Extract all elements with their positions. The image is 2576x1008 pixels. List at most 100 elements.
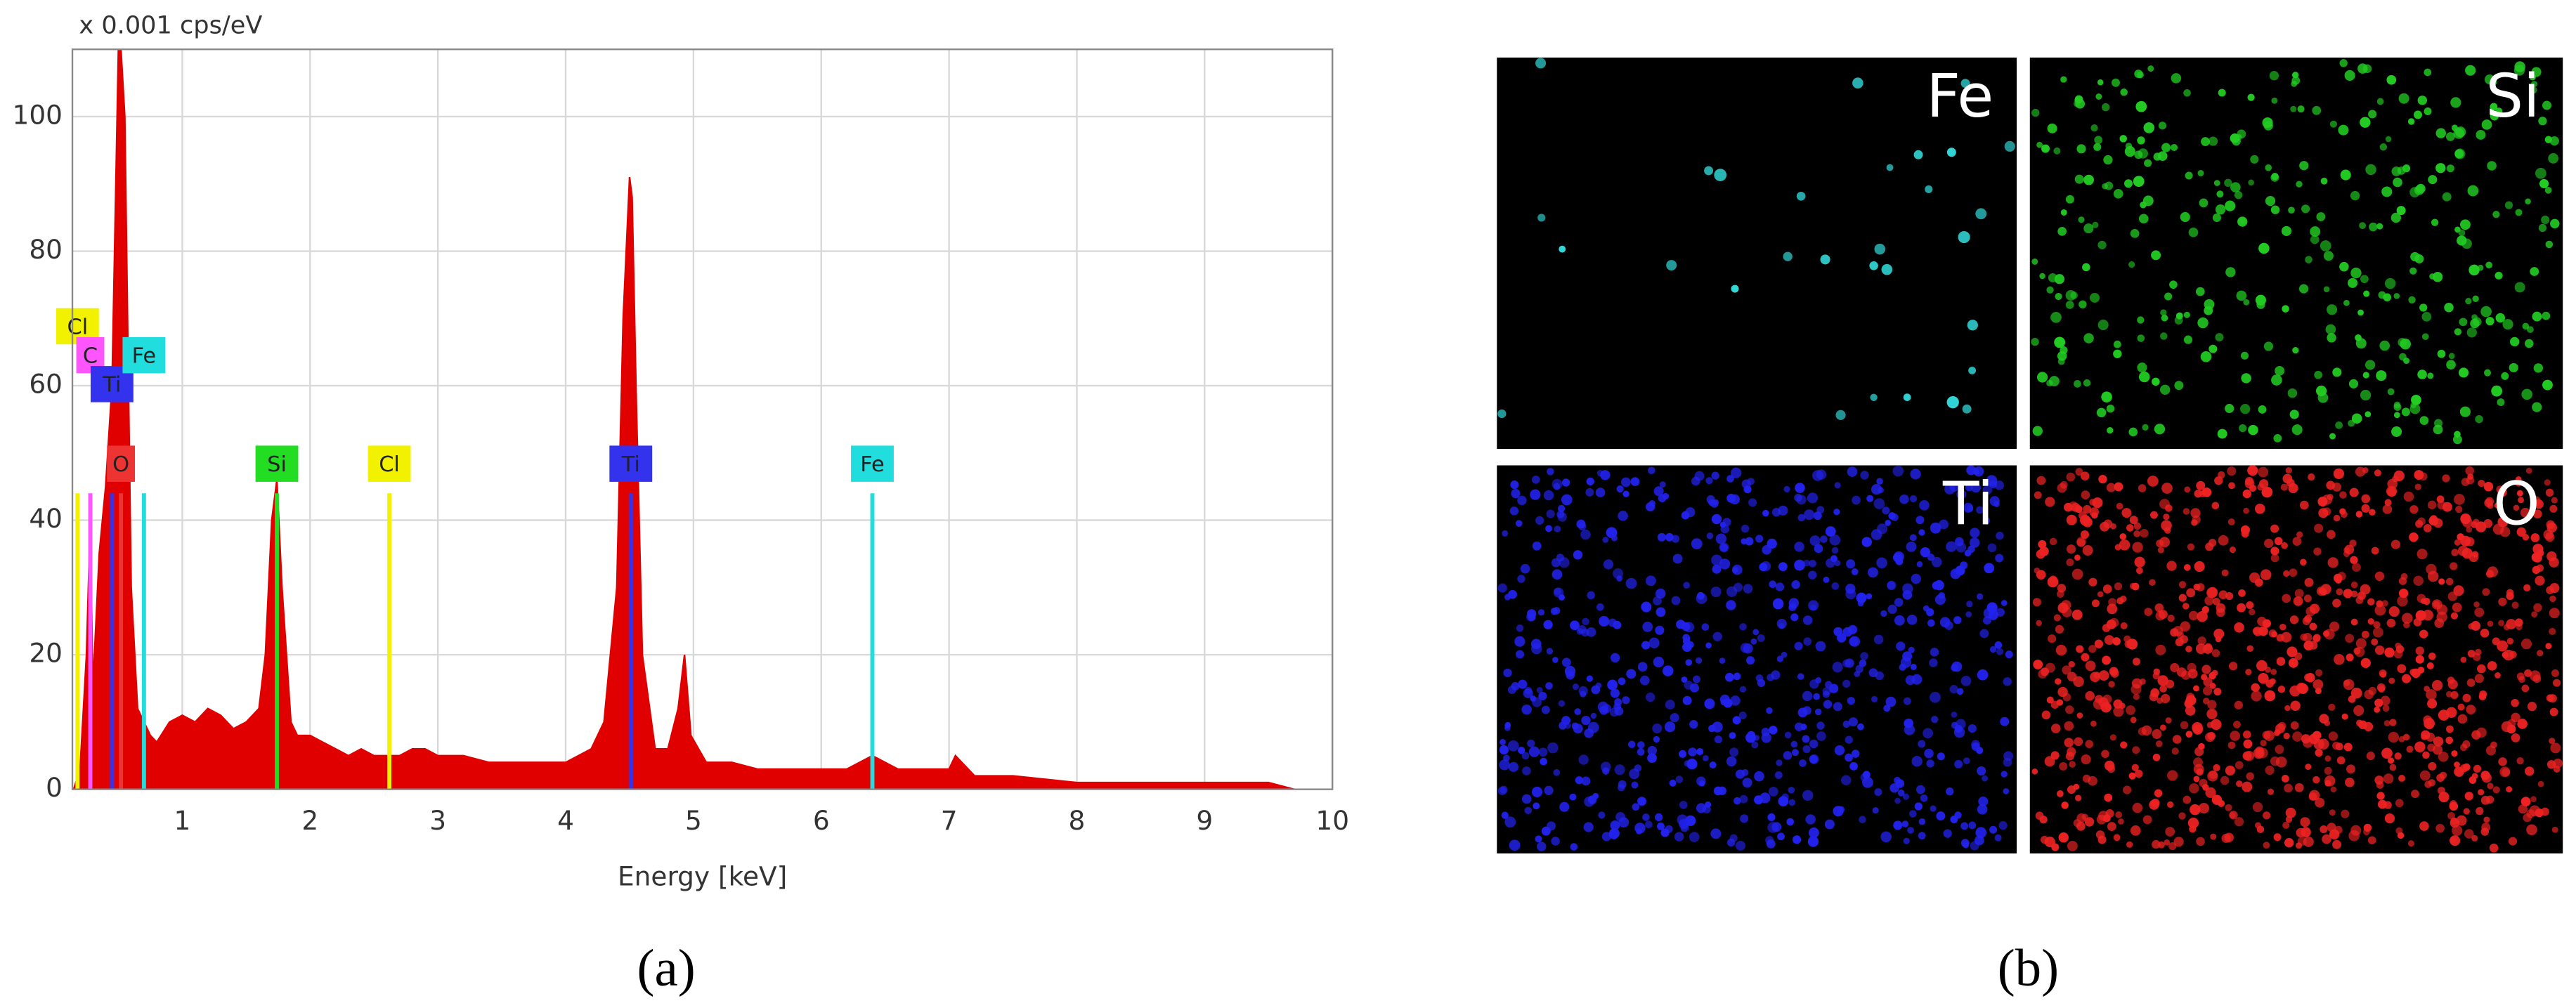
map-dot: [1870, 393, 1878, 401]
map-dot: [1653, 596, 1662, 606]
map-dot: [2055, 624, 2064, 634]
map-dot: [2323, 251, 2334, 261]
map-dot: [2225, 765, 2236, 776]
map-dot: [2120, 741, 2128, 749]
map-dot: [2200, 351, 2212, 362]
map-dot: [2259, 479, 2269, 489]
map-dot: [2319, 714, 2329, 724]
map-dot: [2064, 721, 2074, 731]
map-dot: [1893, 551, 1904, 562]
map-dot: [1609, 707, 1619, 717]
map-dot: [2153, 152, 2161, 161]
map-dot: [1924, 748, 1934, 759]
map-dot: [2113, 699, 2123, 709]
map-dot: [2242, 489, 2251, 499]
map-dot: [2220, 775, 2230, 785]
map-dot: [2513, 504, 2520, 511]
map-dot: [1646, 502, 1655, 512]
map-dot: [2518, 497, 2525, 504]
map-dot: [2504, 201, 2513, 209]
map-dot: [1874, 243, 1886, 255]
map-dot: [1808, 570, 1817, 580]
map-dot: [2227, 741, 2236, 750]
map-dot: [2459, 367, 2469, 378]
map-dot: [2454, 226, 2461, 233]
map-dot: [2151, 250, 2161, 261]
map-dot: [1766, 707, 1773, 714]
map-dot: [1504, 721, 1511, 728]
map-dot: [2120, 89, 2128, 96]
map-dot: [1684, 622, 1695, 633]
map-dot: [2083, 174, 2094, 185]
map-dot: [2526, 824, 2537, 836]
map-dot: [2426, 662, 2434, 669]
map-dot: [2066, 544, 2076, 554]
y-tick-label: 20: [29, 638, 63, 669]
map-dot: [1796, 191, 1806, 201]
map-dot: [2238, 589, 2246, 597]
map-dot: [2187, 662, 2197, 673]
y-tick-label: 0: [46, 772, 63, 803]
map-dot: [2124, 146, 2135, 157]
map-dot: [2538, 117, 2547, 126]
map-dot: [2506, 724, 2516, 734]
map-dot: [2498, 597, 2507, 606]
map-dot: [1814, 708, 1822, 716]
map-dot: [1541, 705, 1550, 714]
map-dot: [1657, 532, 1666, 542]
map-dot: [2208, 136, 2218, 146]
map-dot: [2374, 469, 2381, 477]
map-dot: [1951, 664, 1958, 672]
map-dot: [1808, 827, 1819, 838]
map-dot: [2283, 733, 2290, 740]
map-dot: [2360, 657, 2371, 669]
map-dot: [2465, 65, 2476, 76]
map-dot: [1552, 657, 1559, 663]
map-label: O: [2493, 469, 2539, 538]
map-dot: [2419, 416, 2429, 425]
map-dot: [2361, 630, 2369, 639]
map-dot: [2403, 358, 2410, 365]
map-dot: [1842, 679, 1851, 688]
map-dot: [1726, 756, 1737, 767]
map-dot: [1535, 516, 1544, 525]
map-dot: [2128, 427, 2138, 437]
map-dot: [2379, 340, 2390, 351]
map-dot: [1731, 567, 1738, 574]
map-dot: [1497, 583, 1507, 593]
map-dot: [2471, 314, 2478, 320]
map-dot: [1899, 663, 1906, 672]
map-dot: [2332, 482, 2342, 492]
map-dot: [2382, 504, 2393, 514]
map-dot: [2060, 346, 2068, 355]
map-dot: [2549, 583, 2560, 594]
map-dot: [1930, 648, 1939, 657]
map-dot: [2048, 634, 2057, 643]
map-dot: [2258, 626, 2268, 636]
map-dot: [2452, 825, 2463, 837]
map-dot: [2152, 728, 2162, 739]
map-dot: [1681, 676, 1688, 683]
map-dot: [1996, 648, 2004, 655]
map-dot: [1743, 643, 1753, 654]
map-dot: [2138, 727, 2147, 736]
map-dot: [1752, 629, 1759, 636]
map-dot: [2427, 500, 2437, 510]
map-dot: [2079, 300, 2087, 309]
map-dot: [2386, 618, 2396, 628]
map-dot: [2334, 825, 2343, 834]
map-dot: [1746, 656, 1755, 665]
map-dot: [1939, 617, 1951, 628]
map-dot: [1711, 471, 1719, 480]
y-tick-label: 60: [29, 369, 63, 400]
element-map: Si: [2029, 57, 2563, 450]
map-dot: [2345, 778, 2355, 787]
map-dot: [2516, 527, 2526, 537]
map-dot: [2350, 581, 2358, 589]
map-dot: [1802, 690, 1813, 702]
map-dot: [1790, 740, 1798, 748]
map-dot: [2360, 275, 2369, 284]
map-dot: [2230, 182, 2241, 192]
map-dot: [1561, 716, 1571, 726]
map-dot: [1514, 636, 1526, 647]
